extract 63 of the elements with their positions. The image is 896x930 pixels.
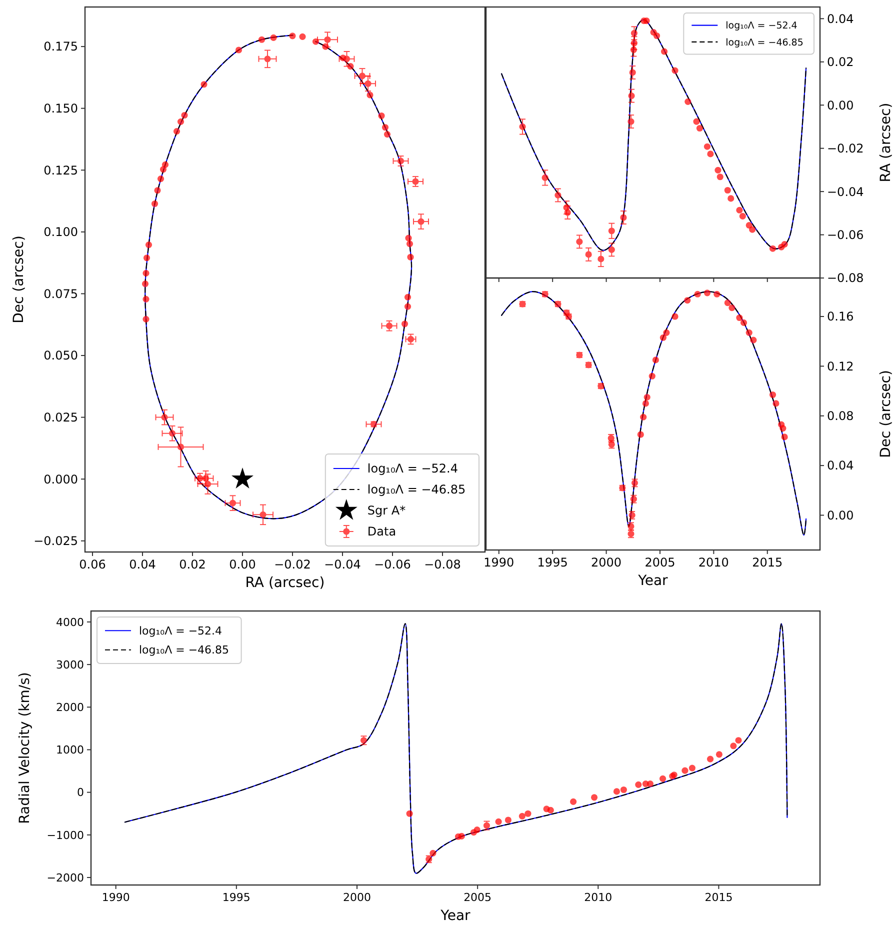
x-axis-title: Year (637, 573, 668, 589)
y-tick-label: 0.075 (44, 286, 78, 301)
x-tick-label: 1990 (484, 556, 514, 570)
y-tick-label: 0.000 (44, 472, 78, 486)
x-tick-label: 0.02 (179, 558, 206, 572)
legend-label: Data (367, 524, 396, 539)
x-tick-label: 2015 (752, 556, 783, 570)
y-tick-label: −0.08 (827, 271, 864, 286)
legend-label: log₁₀Λ = −46.85 (139, 644, 230, 657)
x-tick-label: 0.06 (79, 558, 106, 572)
y-tick-label: −1000 (46, 828, 84, 842)
y-tick-label: 3000 (56, 658, 84, 672)
legend-label: log₁₀Λ = −52.4 (726, 20, 798, 32)
y-axis-title: RA (arcsec) (878, 102, 894, 182)
y-tick-label: −0.06 (827, 228, 864, 242)
y-tick-label: 2000 (56, 700, 84, 714)
x-tick-label: 1995 (222, 890, 250, 904)
y-tick-label: 0.125 (44, 163, 78, 178)
y-tick-label: 4000 (56, 616, 84, 629)
y-tick-label: −0.04 (827, 184, 864, 199)
y-axis-title: Radial Velocity (km/s) (17, 672, 33, 824)
legend-label: log₁₀Λ = −52.4 (367, 462, 458, 476)
x-tick-label: 2010 (698, 556, 729, 570)
x-tick-label: 2000 (342, 890, 371, 904)
y-tick-label: 0.050 (44, 348, 78, 363)
y-tick-label: 0.04 (827, 458, 854, 473)
x-axis-title: RA (arcsec) (245, 575, 325, 591)
x-tick-label: 1995 (537, 556, 568, 570)
x-tick-label: 1990 (102, 890, 130, 904)
legend-label: log₁₀Λ = −52.4 (139, 624, 222, 638)
x-tick-label: 2000 (591, 556, 622, 570)
y-tick-label: 0.02 (827, 55, 854, 70)
x-axis-title: Year (440, 908, 471, 924)
y-tick-label: 0.08 (827, 409, 854, 424)
x-tick-label: 0.00 (229, 558, 256, 572)
y-axis-title: Dec (arcsec) (878, 370, 894, 458)
y-tick-label: −0.02 (827, 142, 864, 156)
legend-label: log₁₀Λ = −46.85 (367, 482, 466, 497)
legend-label: log₁₀Λ = −46.85 (726, 37, 804, 48)
y-tick-label: 0.150 (44, 102, 78, 116)
x-tick-label: −0.02 (274, 558, 311, 572)
x-tick-label: −0.04 (324, 558, 361, 572)
x-tick-label: −0.08 (424, 558, 461, 572)
x-tick-label: 2005 (464, 890, 492, 904)
y-tick-label: 0.04 (827, 12, 854, 26)
y-axis-title: Dec (arcsec) (11, 236, 27, 324)
y-tick-label: −2000 (46, 871, 84, 884)
x-tick-label: −0.06 (374, 558, 411, 572)
y-tick-label: 0 (77, 786, 84, 800)
x-tick-label: 0.04 (129, 558, 156, 572)
y-tick-label: 0.12 (827, 359, 854, 374)
y-tick-label: 0.16 (827, 310, 854, 324)
y-tick-label: 0.175 (44, 40, 78, 54)
y-tick-label: −0.025 (34, 534, 78, 548)
x-tick-label: 2015 (704, 890, 733, 904)
legend-label: Sgr A* (367, 504, 406, 518)
y-tick-label: 0.00 (827, 98, 854, 112)
x-tick-label: 2010 (584, 890, 612, 904)
y-tick-label: 0.100 (44, 225, 78, 240)
y-tick-label: 0.025 (44, 410, 78, 424)
x-tick-label: 2005 (644, 556, 676, 570)
y-tick-label: 1000 (56, 744, 84, 757)
y-tick-label: 0.00 (827, 508, 854, 522)
